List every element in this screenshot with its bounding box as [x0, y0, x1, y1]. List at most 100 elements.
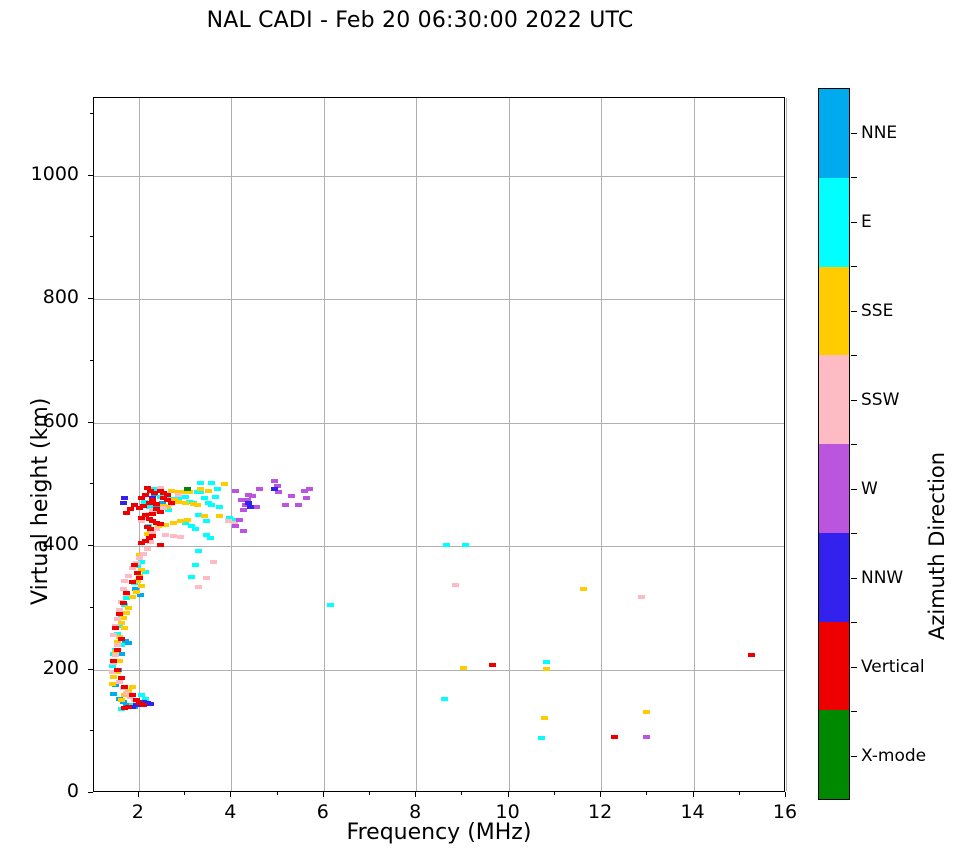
colorbar-label-ssw: SSW: [861, 389, 900, 410]
data-point: [188, 574, 196, 579]
data-point: [149, 530, 157, 535]
data-point: [188, 524, 196, 529]
y-tick-minor: [90, 113, 93, 115]
data-point: [202, 575, 210, 580]
y-tick-label: 200: [42, 656, 79, 679]
data-point: [123, 691, 131, 695]
data-point: [638, 595, 646, 600]
data-point: [195, 584, 203, 589]
colorbar-title: Azimuth Direction: [925, 451, 949, 640]
data-point: [110, 661, 118, 666]
colorbar-segment-nnw[interactable]: [819, 532, 849, 622]
data-point: [141, 697, 149, 702]
data-point: [228, 518, 236, 523]
colorbar-segment-e[interactable]: [819, 177, 849, 267]
data-point: [141, 570, 149, 575]
data-point: [215, 514, 223, 519]
data-point: [175, 489, 183, 494]
colorbar-boundary-tick: [851, 711, 857, 713]
colorbar[interactable]: [818, 88, 850, 800]
data-point: [145, 536, 153, 541]
data-point: [230, 521, 238, 526]
data-point: [167, 489, 175, 494]
colorbar-tick: [851, 310, 857, 312]
data-point: [191, 527, 199, 532]
colorbar-segment-ssw[interactable]: [819, 355, 849, 444]
data-point: [204, 488, 212, 493]
data-point: [136, 573, 144, 578]
data-point: [123, 510, 131, 515]
data-point: [178, 490, 186, 495]
data-point: [271, 487, 279, 492]
data-point: [125, 573, 133, 578]
x-tick-label: 6: [316, 801, 329, 823]
y-tick: [88, 174, 93, 176]
data-point: [159, 500, 167, 505]
data-point: [160, 491, 168, 496]
data-point: [143, 546, 151, 551]
data-point: [443, 543, 451, 548]
x-tick-label: 12: [588, 801, 613, 823]
data-point: [208, 503, 216, 508]
data-point: [125, 688, 133, 693]
colorbar-segment-w[interactable]: [819, 444, 849, 533]
colorbar-segment-nne[interactable]: [819, 89, 849, 178]
data-point: [156, 494, 164, 499]
data-point: [302, 495, 310, 500]
data-point: [141, 513, 149, 518]
data-point: [182, 500, 190, 505]
colorbar-label-x-mode: X-mode: [861, 745, 927, 766]
data-point: [119, 587, 127, 592]
colorbar-segment-vertical[interactable]: [819, 621, 849, 711]
data-point: [748, 653, 756, 658]
data-point: [130, 562, 138, 567]
colorbar-segment-x-mode[interactable]: [819, 710, 849, 799]
data-point: [210, 560, 218, 565]
data-point: [580, 586, 588, 591]
data-point: [287, 494, 295, 499]
x-tick-label: 2: [131, 801, 144, 823]
data-point: [206, 536, 214, 541]
data-point: [193, 490, 201, 495]
data-point: [191, 562, 199, 567]
data-point: [117, 636, 125, 641]
gridline-vertical: [601, 98, 603, 791]
data-point: [149, 512, 157, 516]
data-point: [249, 494, 257, 499]
y-tick-minor: [90, 236, 93, 238]
data-point: [232, 524, 240, 529]
data-point: [232, 488, 240, 493]
colorbar-tick: [851, 221, 857, 223]
data-point: [139, 551, 147, 556]
data-point: [171, 498, 179, 503]
data-point: [184, 487, 192, 492]
data-point: [143, 531, 151, 536]
data-point: [237, 497, 245, 502]
y-axis-title: Virtual height (km): [28, 397, 53, 605]
data-point: [256, 487, 264, 492]
data-point: [121, 625, 129, 630]
data-point: [138, 541, 146, 546]
data-point: [175, 493, 183, 498]
data-point: [642, 710, 650, 715]
data-point: [163, 498, 171, 503]
data-point: [461, 542, 469, 547]
data-point: [200, 514, 208, 519]
x-tick: [600, 792, 602, 797]
data-point: [132, 698, 140, 703]
data-point: [611, 735, 619, 740]
y-tick-label: 400: [42, 533, 79, 556]
gridline-horizontal: [94, 175, 784, 177]
data-point: [195, 549, 203, 554]
data-point: [112, 652, 120, 657]
data-point: [221, 482, 229, 487]
data-point: [114, 616, 122, 621]
data-point: [117, 620, 125, 625]
data-point: [119, 600, 127, 605]
y-tick-minor: [90, 606, 93, 608]
data-point: [156, 509, 164, 514]
colorbar-segment-sse[interactable]: [819, 266, 849, 356]
data-point: [139, 503, 147, 508]
data-point: [245, 493, 253, 498]
data-point: [115, 658, 123, 663]
